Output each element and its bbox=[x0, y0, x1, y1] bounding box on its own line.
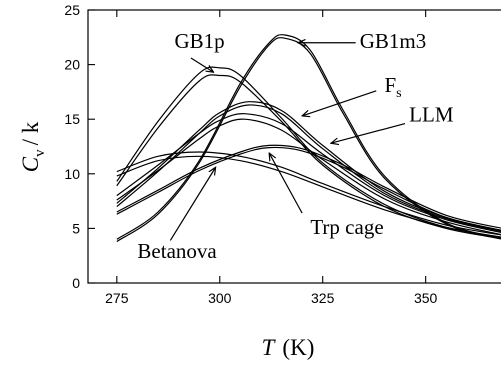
annotation-arrows bbox=[169, 43, 406, 241]
annotation-arrow bbox=[302, 90, 377, 116]
y-tick-label: 25 bbox=[64, 2, 80, 18]
y-tick-label: 10 bbox=[64, 166, 80, 182]
series-line-3 bbox=[116, 37, 501, 243]
annotation-label: GB1p bbox=[174, 29, 224, 53]
x-axis-title: T (K) bbox=[262, 335, 315, 360]
series-line-8 bbox=[116, 144, 501, 229]
series-line-0 bbox=[116, 66, 501, 238]
x-tick-label: 325 bbox=[311, 290, 335, 306]
series-line-11 bbox=[116, 155, 501, 238]
y-axis-title: Cv/ k bbox=[18, 121, 48, 172]
curves-group bbox=[116, 34, 501, 243]
series-line-9 bbox=[116, 146, 501, 231]
annotation-labels: GB1p GB1m3 Fs LLM Trp cage Betanova bbox=[137, 29, 453, 263]
annotation-label: LLM bbox=[409, 102, 454, 126]
plot-frame bbox=[87, 9, 501, 284]
annotation-arrow bbox=[169, 167, 215, 241]
series-line-5 bbox=[116, 104, 501, 232]
x-tick-label: 300 bbox=[208, 290, 232, 306]
y-tick-label: 20 bbox=[64, 57, 80, 73]
annotation-label: Fs bbox=[384, 73, 401, 101]
annotation-label: Trp cage bbox=[310, 215, 383, 239]
y-tick-label: 5 bbox=[72, 220, 80, 236]
annotation-arrow bbox=[269, 153, 303, 214]
y-tick-label: 0 bbox=[72, 275, 80, 291]
annotation-label: Betanova bbox=[137, 239, 217, 263]
x-tick-label: 275 bbox=[105, 290, 129, 306]
y-tick-label: 15 bbox=[64, 111, 80, 127]
series-line-6 bbox=[116, 113, 501, 234]
series-line-10 bbox=[116, 151, 501, 236]
annotation-arrow bbox=[190, 57, 214, 72]
x-tick-label: 350 bbox=[414, 290, 438, 306]
annotation-label: GB1m3 bbox=[360, 29, 427, 53]
x-axis: 275 300 325 350 bbox=[105, 10, 438, 306]
y-axis: 0 5 10 15 20 25 bbox=[64, 2, 95, 291]
annotation-arrow bbox=[331, 122, 406, 144]
